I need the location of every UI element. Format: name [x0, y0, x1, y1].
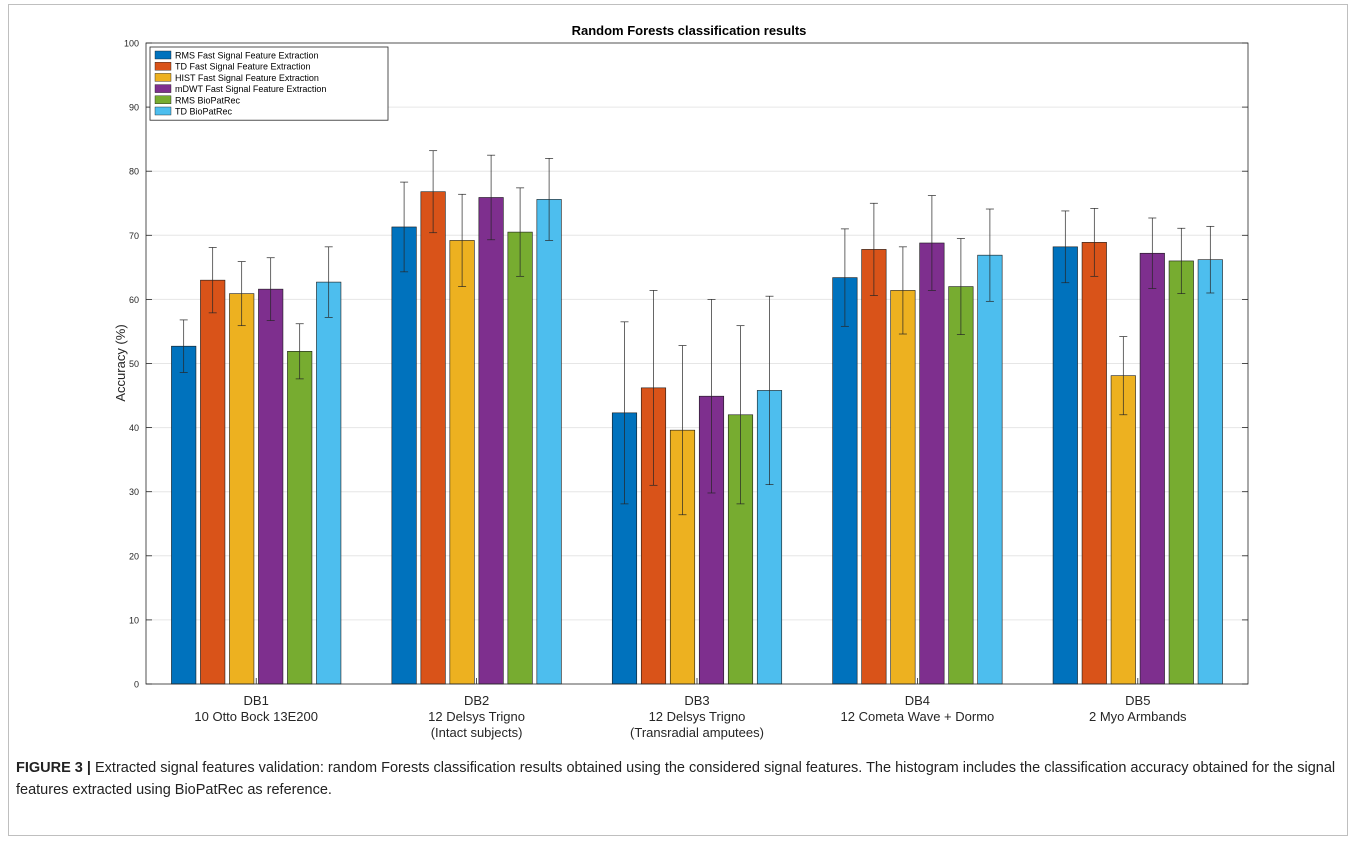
y-tick-label: 100: [124, 39, 139, 49]
bar: [258, 288, 284, 685]
x-tick-label: (Transradial amputees): [630, 725, 764, 740]
figure-frame: [8, 4, 1348, 836]
y-axis-label: Accuracy (%): [113, 324, 128, 401]
figure-caption: FIGURE 3 | Extracted signal features val…: [16, 757, 1336, 801]
legend-swatch: [154, 50, 172, 60]
bar: [1168, 260, 1194, 685]
bar: [832, 277, 858, 685]
y-tick-label: 0: [134, 680, 139, 690]
x-tick-label: 2 Myo Armbands: [1089, 709, 1187, 724]
bar: [919, 242, 945, 685]
legend-box: [149, 46, 389, 121]
x-tick-label: DB3: [684, 693, 709, 708]
y-tick-label: 60: [129, 295, 139, 305]
y-tick-label: 70: [129, 231, 139, 241]
legend-swatch: [154, 95, 172, 105]
x-tick-label: (Intact subjects): [431, 725, 523, 740]
bar: [1110, 375, 1136, 685]
bar: [861, 249, 887, 685]
legend-swatch: [154, 84, 172, 93]
y-tick-label: 30: [129, 487, 139, 497]
bar: [1197, 259, 1223, 685]
bar: [449, 240, 475, 685]
x-tick-label: DB5: [1125, 693, 1150, 708]
y-tick-label: 80: [129, 167, 139, 177]
legend-swatch: [154, 106, 172, 116]
y-tick-label: 10: [129, 615, 139, 625]
bar: [316, 281, 342, 685]
chart-title: Random Forests classification results: [572, 23, 807, 38]
y-tick-label: 50: [129, 359, 139, 369]
bar: [171, 345, 197, 685]
legend-label: RMS BioPatRec: [175, 95, 241, 105]
bar: [536, 199, 562, 685]
y-tick-label: 20: [129, 551, 139, 561]
legend-label: TD BioPatRec: [175, 107, 233, 117]
x-tick-label: 10 Otto Bock 13E200: [194, 709, 318, 724]
legend-swatch: [154, 73, 172, 82]
legend-label: mDWT Fast Signal Feature Extraction: [175, 84, 326, 94]
x-tick-label: DB1: [244, 693, 269, 708]
bar: [287, 351, 313, 685]
bar: [200, 279, 226, 685]
x-tick-label: 12 Cometa Wave + Dormo: [841, 709, 995, 724]
bar-chart: Random Forests classification results Ac…: [113, 23, 1249, 740]
y-tick-label: 40: [129, 423, 139, 433]
legend-label: HIST Fast Signal Feature Extraction: [175, 73, 319, 83]
bar: [1139, 252, 1165, 685]
y-tick-label: 90: [129, 103, 139, 113]
bar: [420, 191, 446, 685]
bar: [478, 197, 504, 685]
bar: [229, 293, 255, 685]
legend-label: RMS Fast Signal Feature Extraction: [175, 51, 319, 61]
bar: [1081, 242, 1107, 685]
bar: [948, 286, 974, 685]
bar: [507, 231, 533, 685]
x-tick-label: DB4: [905, 693, 930, 708]
x-tick-label: 12 Delsys Trigno: [649, 709, 746, 724]
bar: [890, 290, 916, 685]
x-tick-label: 12 Delsys Trigno: [428, 709, 525, 724]
x-tick-label: DB2: [464, 693, 489, 708]
bar: [391, 226, 417, 685]
legend-label: TD Fast Signal Feature Extraction: [175, 62, 311, 72]
legend-swatch: [154, 62, 172, 71]
bar: [977, 254, 1003, 685]
caption-label: FIGURE 3 |: [16, 760, 91, 776]
caption-text: Extracted signal features validation: ra…: [16, 760, 1336, 798]
bar: [1052, 246, 1078, 685]
plot-area-frame: [145, 42, 1249, 685]
